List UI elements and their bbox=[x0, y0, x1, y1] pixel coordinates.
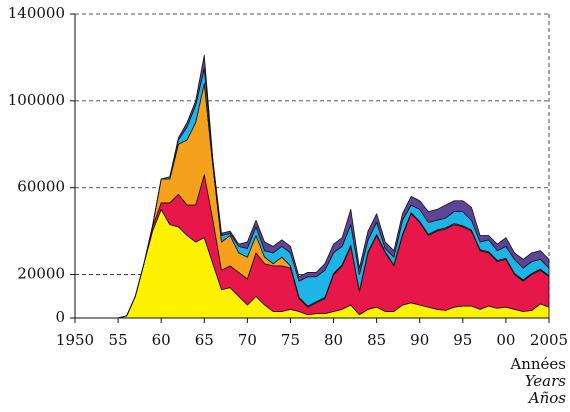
y-tick-label: 140000 bbox=[8, 4, 65, 22]
x-tick-label: 60 bbox=[152, 331, 171, 349]
y-tick-label: 20000 bbox=[17, 265, 65, 283]
y-tick-label: 100000 bbox=[8, 91, 65, 109]
x-tick-label: 00 bbox=[496, 331, 515, 349]
x-tick-label: 85 bbox=[367, 331, 386, 349]
y-tick-label: 60000 bbox=[17, 178, 65, 196]
x-tick-label: 75 bbox=[281, 331, 300, 349]
x-tick-label: 90 bbox=[410, 331, 429, 349]
x-tick-label: 1950 bbox=[56, 331, 94, 349]
x-tick-label: 2005 bbox=[530, 331, 568, 349]
y-tick-label: 0 bbox=[55, 308, 65, 326]
x-tick-label: 70 bbox=[238, 331, 257, 349]
x-axis-label: Années bbox=[509, 355, 566, 373]
x-tick-label: 65 bbox=[195, 331, 214, 349]
x-tick-label: 55 bbox=[109, 331, 128, 349]
x-tick-label: 80 bbox=[324, 331, 343, 349]
x-tick-label: 95 bbox=[453, 331, 472, 349]
x-axis-label: Años bbox=[527, 389, 567, 407]
area bbox=[74, 54, 550, 319]
x-axis-label: Years bbox=[525, 372, 567, 390]
